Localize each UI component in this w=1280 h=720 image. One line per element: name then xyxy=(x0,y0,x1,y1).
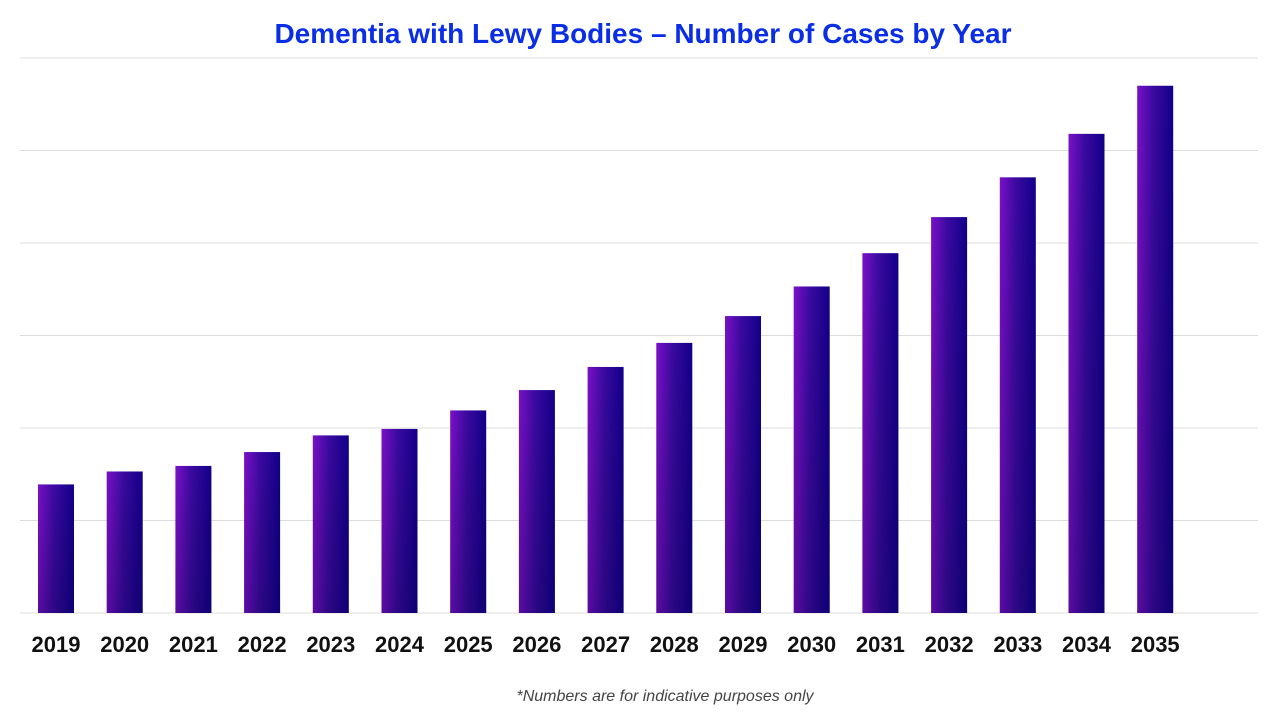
x-tick-label: 2029 xyxy=(719,632,768,657)
x-tick-label: 2028 xyxy=(650,632,699,657)
x-tick-label: 2031 xyxy=(856,632,905,657)
x-tick-label: 2023 xyxy=(306,632,355,657)
x-tick-label: 2026 xyxy=(512,632,561,657)
x-tick-label: 2025 xyxy=(444,632,493,657)
bar-shade xyxy=(106,471,143,613)
x-tick-label: 2020 xyxy=(100,632,149,657)
bar-shade xyxy=(931,217,968,613)
bar-shade xyxy=(38,484,74,613)
x-tick-label: 2022 xyxy=(238,632,287,657)
bar-shade xyxy=(793,286,830,613)
bar-shade xyxy=(1137,85,1174,613)
bar-shade xyxy=(518,390,555,613)
bar-shade xyxy=(999,177,1036,613)
bar-shade xyxy=(244,452,281,613)
x-tick-label: 2032 xyxy=(925,632,974,657)
bar-shade xyxy=(587,366,624,613)
bar-shade xyxy=(862,253,899,614)
x-tick-label: 2034 xyxy=(1062,632,1112,657)
bar-shade xyxy=(450,410,487,613)
bar-shade xyxy=(381,428,418,613)
x-tick-label: 2021 xyxy=(169,632,218,657)
x-tick-label: 2035 xyxy=(1131,632,1180,657)
x-tick-label: 2027 xyxy=(581,632,630,657)
bar-shade xyxy=(175,465,212,613)
x-tick-label: 2030 xyxy=(787,632,836,657)
bar-shade xyxy=(1068,133,1105,613)
x-tick-label: 2033 xyxy=(993,632,1042,657)
x-tick-label: 2024 xyxy=(375,632,425,657)
x-tick-label: 2019 xyxy=(32,632,81,657)
bar-shade xyxy=(725,316,761,613)
bar-shade xyxy=(312,435,349,613)
bar-shade xyxy=(656,342,693,613)
chart-title: Dementia with Lewy Bodies – Number of Ca… xyxy=(274,18,1012,49)
footnote: *Numbers are for indicative purposes onl… xyxy=(516,688,814,705)
